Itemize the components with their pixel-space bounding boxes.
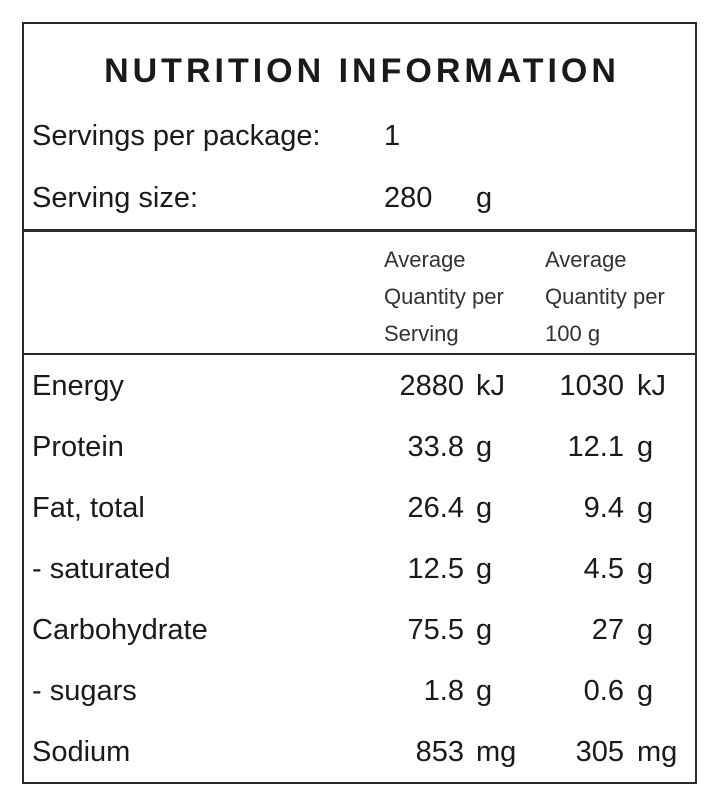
per-serving-unit: g <box>476 492 493 524</box>
column-header-line: Average <box>545 247 627 272</box>
column-header-line: Serving <box>384 321 459 346</box>
column-header-line: 100 g <box>545 321 601 346</box>
serving-size-unit: g <box>476 182 493 214</box>
column-header-line: Quantity per <box>384 284 504 309</box>
per-serving-unit: g <box>476 614 493 646</box>
per-100g-unit: g <box>637 431 654 463</box>
nutrition-panel <box>22 22 697 784</box>
serving-size-value: 280 <box>384 182 433 214</box>
per-serving-value: 853 <box>415 736 464 768</box>
per-100g-unit: mg <box>637 736 678 768</box>
per-100g-value: 9.4 <box>583 492 624 524</box>
column-header-per-100g: Average Quantity per 100 g <box>545 241 665 352</box>
per-100g-unit: g <box>637 492 654 524</box>
per-serving-value: 12.5 <box>407 553 464 585</box>
column-header-line: Average <box>384 247 466 272</box>
per-serving-unit: mg <box>476 736 517 768</box>
per-serving-value: 75.5 <box>407 614 464 646</box>
nutrient-name: - sugars <box>32 675 137 707</box>
per-serving-value: 1.8 <box>423 675 464 707</box>
column-header-per-serving: Average Quantity per Serving <box>384 241 504 352</box>
servings-per-package-label: Servings per package: <box>32 120 321 152</box>
table-divider <box>22 353 697 355</box>
servings-per-package-value: 1 <box>384 120 401 152</box>
nutrient-name: Energy <box>32 370 124 402</box>
per-serving-value: 26.4 <box>407 492 464 524</box>
per-100g-unit: g <box>637 614 654 646</box>
per-serving-unit: kJ <box>476 370 505 402</box>
per-serving-unit: g <box>476 431 493 463</box>
per-serving-unit: g <box>476 553 493 585</box>
per-100g-value: 27 <box>591 614 624 646</box>
per-serving-unit: g <box>476 675 493 707</box>
panel-title: NUTRITION INFORMATION <box>104 52 620 90</box>
nutrient-name: Fat, total <box>32 492 145 524</box>
per-100g-unit: kJ <box>637 370 666 402</box>
serving-size-label: Serving size: <box>32 182 199 214</box>
per-100g-value: 4.5 <box>583 553 624 585</box>
per-100g-unit: g <box>637 553 654 585</box>
per-serving-value: 2880 <box>399 370 464 402</box>
header-divider <box>22 229 697 232</box>
nutrient-name: Protein <box>32 431 124 463</box>
per-100g-value: 0.6 <box>583 675 624 707</box>
nutrient-name: Carbohydrate <box>32 614 208 646</box>
per-100g-value: 1030 <box>559 370 624 402</box>
per-100g-value: 12.1 <box>567 431 624 463</box>
per-serving-value: 33.8 <box>407 431 464 463</box>
nutrient-name: Sodium <box>32 736 131 768</box>
column-header-line: Quantity per <box>545 284 665 309</box>
per-100g-value: 305 <box>575 736 624 768</box>
per-100g-unit: g <box>637 675 654 707</box>
nutrient-name: - saturated <box>32 553 171 585</box>
